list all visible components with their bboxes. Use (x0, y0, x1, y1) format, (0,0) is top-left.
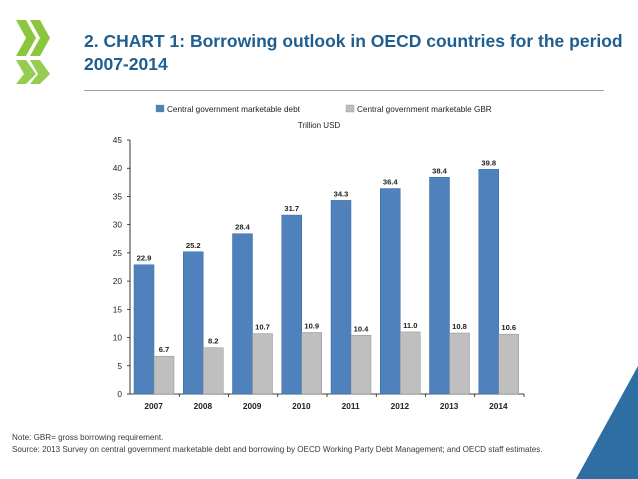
bar (478, 169, 499, 395)
x-tick-label: 2012 (391, 401, 410, 411)
x-tick-label: 2014 (489, 401, 508, 411)
y-tick-label: 30 (113, 220, 123, 230)
logo-stripe-4 (30, 60, 50, 84)
slide-title: 2. CHART 1: Borrowing outlook in OECD co… (84, 31, 623, 74)
y-tick-label: 15 (113, 304, 123, 314)
bar (400, 331, 421, 395)
x-tick-label: 2009 (243, 401, 262, 411)
bar (232, 233, 253, 395)
data-label: 10.7 (255, 323, 270, 332)
title-divider (84, 90, 604, 91)
legend-label: Central government marketable GBR (357, 105, 492, 114)
data-label: 38.4 (432, 166, 448, 175)
y-tick-label: 45 (113, 135, 123, 145)
bar (380, 188, 401, 395)
data-label: 31.7 (284, 204, 299, 213)
data-label: 6.7 (159, 345, 170, 354)
bar (301, 332, 322, 395)
y-tick-label: 5 (117, 361, 122, 371)
footnote-note: Note: GBR= gross borrowing requirement. (12, 433, 164, 442)
data-label: 8.2 (208, 337, 219, 346)
bar (498, 333, 519, 395)
data-label: 28.4 (235, 223, 251, 232)
y-tick-label: 10 (113, 333, 123, 343)
y-tick-label: 35 (113, 191, 123, 201)
bar (330, 200, 352, 395)
oecd-logo (16, 20, 50, 84)
data-label: 25.2 (186, 241, 201, 250)
legend-swatch (345, 104, 355, 113)
x-tick-label: 2011 (342, 401, 360, 411)
logo-stripe-3 (16, 60, 36, 84)
data-label: 36.4 (383, 178, 399, 187)
y-tick-label: 20 (113, 276, 123, 286)
bar (350, 335, 372, 395)
data-label: 11.0 (403, 321, 417, 330)
bar (153, 355, 175, 395)
footnote-source: Source: 2013 Survey on central governmen… (12, 444, 543, 454)
logo-stripe-2 (30, 20, 50, 56)
data-label: 10.8 (452, 322, 467, 331)
data-label: 10.9 (304, 321, 319, 330)
bar (449, 332, 470, 395)
bar (203, 347, 224, 395)
y-tick-label: 25 (113, 248, 123, 258)
data-label: 39.8 (481, 158, 496, 167)
bar (252, 333, 273, 395)
bar (281, 214, 302, 395)
x-tick-label: 2013 (440, 401, 459, 411)
data-label: 22.9 (137, 254, 152, 263)
data-label: 34.3 (334, 189, 349, 198)
logo-stripe-1 (16, 20, 36, 56)
data-label: 10.4 (354, 324, 370, 333)
x-tick-label: 2008 (194, 401, 213, 411)
x-tick-label: 2007 (144, 401, 163, 411)
bar (183, 251, 204, 395)
footnote: Note: GBR= gross borrowing requirement. … (12, 432, 572, 456)
y-tick-label: 40 (113, 163, 123, 173)
bar (133, 264, 155, 395)
legend-label: Central government marketable debt (167, 105, 301, 114)
y-tick-label: 0 (117, 389, 122, 399)
legend-swatch (155, 104, 165, 113)
x-tick-label: 2010 (292, 401, 311, 411)
bar (429, 177, 450, 395)
unit-label: Trillion USD (298, 121, 341, 130)
data-label: 10.6 (501, 323, 516, 332)
